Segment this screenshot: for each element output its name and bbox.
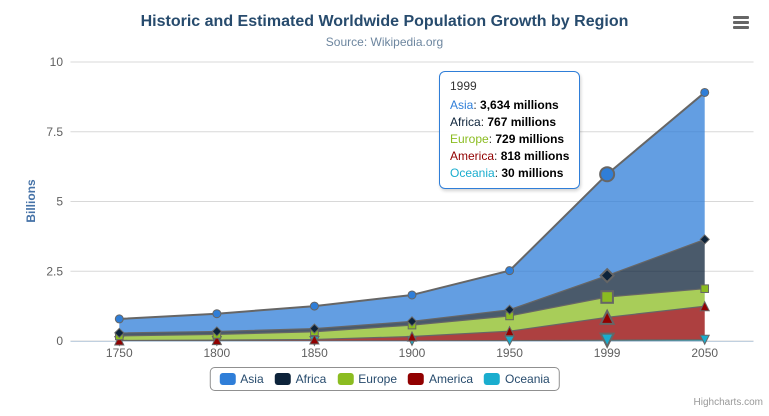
legend-swatch-icon <box>408 373 425 385</box>
burger-bar <box>733 21 749 24</box>
marker-america-1850[interactable] <box>309 333 320 345</box>
tooltip-series-name: Oceania <box>450 166 495 180</box>
tooltip: 1999 Asia: 3,634 millions Africa: 767 mil… <box>439 71 581 189</box>
legend-item-asia[interactable]: Asia <box>219 372 264 386</box>
tooltip-series-value: 3,634 millions <box>480 98 559 112</box>
tooltip-series-value: 818 millions <box>500 149 570 163</box>
credits-link[interactable]: Highcharts.com <box>693 397 763 408</box>
tooltip-row-africa: Africa: 767 millions <box>450 115 557 129</box>
marker-oceania-2050[interactable] <box>699 334 711 346</box>
y-axis-label: 2.5 <box>46 264 63 278</box>
marker-europe-2050[interactable] <box>700 284 710 293</box>
marker-america-1999[interactable] <box>599 308 616 325</box>
area-america[interactable] <box>119 306 705 341</box>
x-axis-label: 1900 <box>399 346 426 360</box>
marker-africa-1900[interactable] <box>406 316 418 327</box>
legend-label: Oceania <box>505 372 550 386</box>
marker-asia-1900[interactable] <box>407 290 417 300</box>
legend-item-america[interactable]: America <box>408 372 473 386</box>
legend-swatch-icon <box>219 373 236 385</box>
marker-africa-2050[interactable] <box>699 234 710 245</box>
area-africa[interactable] <box>119 239 705 336</box>
marker-africa-1850[interactable] <box>309 323 320 334</box>
burger-bar <box>733 26 749 29</box>
tooltip-series-name: America <box>450 149 495 163</box>
legend-swatch-icon <box>484 373 501 385</box>
tooltip-series-value: 767 millions <box>487 115 557 129</box>
legend-item-africa[interactable]: Africa <box>274 372 327 386</box>
legend-label: Europe <box>358 372 398 386</box>
chart-subtitle: Source: Wikipedia.org <box>325 35 444 49</box>
marker-asia-1850[interactable] <box>309 301 319 311</box>
y-axis-label: 7.5 <box>46 125 63 139</box>
tooltip-row-america: America: 818 millions <box>450 149 570 163</box>
export-menu-icon[interactable] <box>733 16 749 31</box>
tooltip-series-name: Africa <box>450 115 481 129</box>
burger-bar <box>733 16 749 19</box>
marker-america-1900[interactable] <box>406 330 418 342</box>
y-axis-title: Billions <box>24 179 38 223</box>
area-asia[interactable] <box>119 92 705 333</box>
marker-america-2050[interactable] <box>699 300 711 312</box>
legend-item-europe[interactable]: Europe <box>337 372 397 386</box>
x-axis-label: 2050 <box>691 346 718 360</box>
marker-africa-1999[interactable] <box>599 267 616 284</box>
marker-asia-1950[interactable] <box>505 266 515 276</box>
tooltip-series-name: Asia <box>450 98 474 112</box>
marker-oceania-1999[interactable] <box>599 332 616 349</box>
legend-label: Africa <box>295 372 327 386</box>
marker-europe-1999[interactable] <box>600 290 614 304</box>
tooltip-row-oceania: Oceania: 30 millions <box>450 166 564 180</box>
marker-asia-1750[interactable] <box>114 314 124 324</box>
tooltip-series-name: Europe <box>450 132 489 146</box>
x-axis-label: 1800 <box>204 346 231 360</box>
marker-america-1950[interactable] <box>504 325 515 337</box>
tooltip-row-asia: Asia: 3,634 millions <box>450 98 559 112</box>
y-axis-label: 10 <box>50 55 64 69</box>
marker-africa-1800[interactable] <box>211 326 223 337</box>
y-axis-label: 0 <box>56 334 63 348</box>
legend-swatch-icon <box>337 373 354 385</box>
marker-america-1800[interactable] <box>211 334 223 346</box>
tooltip-series-value: 30 millions <box>501 166 564 180</box>
tooltip-rows: Asia: 3,634 millions Africa: 767 millions… <box>450 97 569 182</box>
chart-title: Historic and Estimated Worldwide Populat… <box>140 13 629 30</box>
x-axis-label: 1850 <box>301 346 328 360</box>
tooltip-row-europe: Europe: 729 millions <box>450 132 565 146</box>
x-axis-label: 1999 <box>594 346 621 360</box>
legend-item-oceania[interactable]: Oceania <box>484 372 550 386</box>
marker-africa-1750[interactable] <box>114 327 125 339</box>
legend-label: America <box>429 372 474 386</box>
marker-africa-1950[interactable] <box>504 304 515 315</box>
y-axis-label: 5 <box>56 195 63 209</box>
marker-asia-2050[interactable] <box>700 87 710 97</box>
legend-swatch-icon <box>274 373 291 385</box>
tooltip-series-value: 729 millions <box>495 132 565 146</box>
marker-america-1750[interactable] <box>113 334 125 346</box>
tooltip-header: 1999 <box>450 79 477 93</box>
legend: Asia Africa Europe America Oceania <box>209 367 560 391</box>
x-axis-label: 1750 <box>106 346 133 360</box>
legend-label: Asia <box>240 372 264 386</box>
marker-asia-1800[interactable] <box>212 309 222 319</box>
marker-asia-1999[interactable] <box>599 166 616 183</box>
x-axis-label: 1950 <box>496 346 523 360</box>
